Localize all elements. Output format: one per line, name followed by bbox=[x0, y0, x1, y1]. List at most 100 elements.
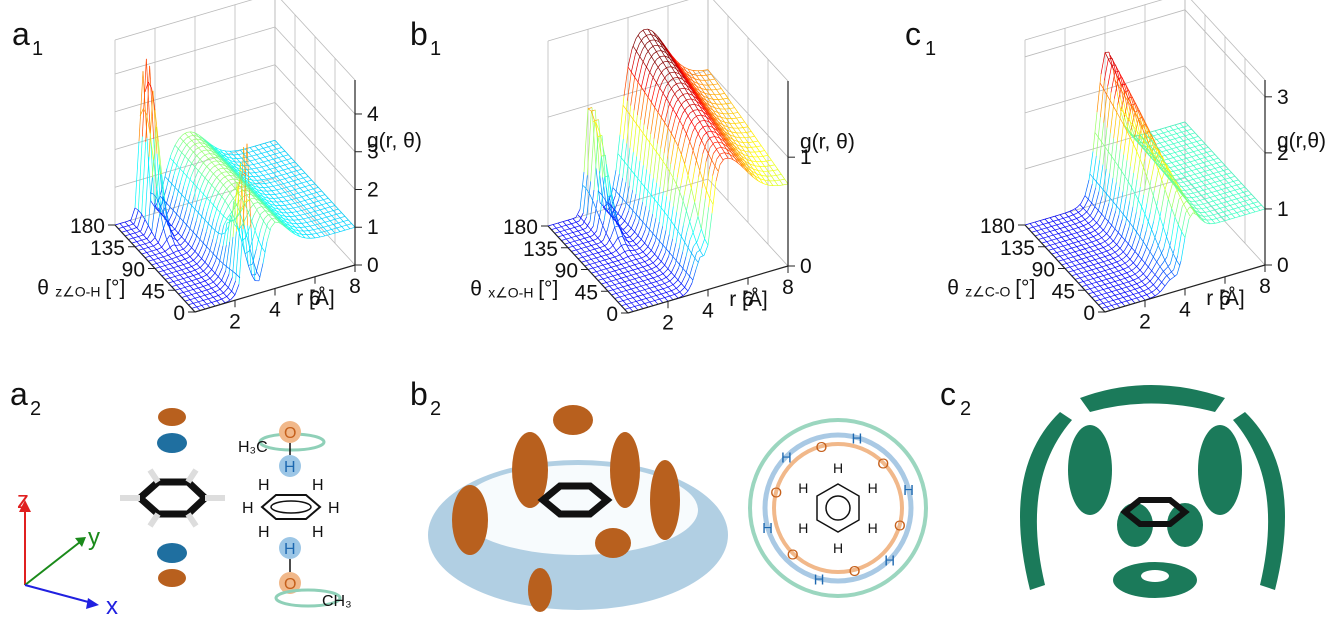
mesh-line bbox=[140, 245, 143, 249]
mesh-line bbox=[185, 150, 189, 156]
mesh-line bbox=[661, 298, 665, 299]
panel-label: b bbox=[410, 16, 428, 52]
mesh-line bbox=[1154, 170, 1158, 190]
mesh-line bbox=[665, 256, 669, 265]
mesh-line bbox=[675, 139, 678, 146]
mesh-line bbox=[1113, 287, 1116, 291]
mesh-line bbox=[275, 167, 279, 168]
mesh-line bbox=[217, 286, 220, 290]
mesh-line bbox=[208, 298, 212, 299]
mesh-line bbox=[573, 219, 576, 223]
mesh-line bbox=[232, 291, 235, 295]
mesh-line bbox=[631, 260, 635, 261]
mesh-line bbox=[175, 139, 179, 145]
mesh-line bbox=[1097, 74, 1101, 112]
mesh-line bbox=[1101, 52, 1105, 74]
mesh-line bbox=[703, 127, 706, 132]
mesh-line bbox=[768, 171, 771, 176]
mesh-line bbox=[655, 200, 658, 204]
mesh-line bbox=[285, 192, 288, 196]
mesh-line bbox=[295, 215, 299, 216]
mesh-line bbox=[220, 181, 223, 185]
mesh-line bbox=[174, 149, 178, 159]
mesh-line bbox=[1188, 157, 1192, 158]
mesh-line bbox=[1130, 276, 1133, 280]
mesh-line bbox=[300, 215, 303, 219]
mesh-line bbox=[683, 269, 686, 273]
mesh-line bbox=[200, 297, 203, 301]
mesh-line bbox=[592, 108, 596, 169]
figure: a101234045901351802468g(r, θ)r [Å]θz∠O-H… bbox=[0, 0, 1337, 621]
mesh-line bbox=[680, 265, 683, 269]
mesh-line bbox=[591, 244, 595, 245]
mesh-line bbox=[1164, 131, 1168, 132]
mesh-line bbox=[634, 82, 638, 110]
mesh-line bbox=[658, 249, 662, 258]
mesh-line bbox=[285, 178, 289, 179]
mesh-line bbox=[584, 242, 588, 243]
mesh-line bbox=[245, 161, 249, 162]
mesh-line bbox=[1073, 229, 1076, 233]
mesh-line bbox=[298, 166, 301, 170]
surface-plot: b101045901351802468g(r, θ)r [Å]θx∠O-H[°] bbox=[410, 0, 855, 334]
mesh-line bbox=[613, 262, 616, 266]
mesh-line bbox=[1061, 241, 1065, 242]
mesh-line bbox=[1108, 65, 1112, 86]
mesh-line bbox=[1107, 251, 1110, 255]
mesh-line bbox=[577, 235, 581, 236]
mesh-line bbox=[202, 250, 206, 259]
mesh-line bbox=[1107, 307, 1110, 311]
mesh-line bbox=[315, 184, 318, 188]
mesh-line bbox=[1144, 267, 1148, 273]
mesh-line bbox=[217, 209, 220, 213]
mesh-line bbox=[1097, 223, 1100, 227]
mesh-line bbox=[213, 282, 216, 286]
mesh-line bbox=[201, 295, 205, 296]
mesh-line bbox=[1111, 229, 1115, 236]
mesh-line bbox=[1112, 292, 1115, 296]
mesh-line bbox=[290, 177, 293, 181]
mesh-line bbox=[1108, 302, 1111, 306]
mesh-line bbox=[130, 234, 133, 238]
mesh-line bbox=[568, 234, 571, 238]
mesh-line bbox=[591, 121, 595, 181]
mesh-line bbox=[638, 267, 642, 268]
mesh-line bbox=[1110, 255, 1113, 259]
mesh-line bbox=[1098, 276, 1102, 277]
mesh-line bbox=[1043, 238, 1046, 242]
mesh-line bbox=[1177, 261, 1181, 275]
mesh-line bbox=[231, 295, 235, 300]
mesh-line bbox=[170, 247, 173, 252]
mesh-line bbox=[198, 171, 201, 175]
mesh-line bbox=[248, 264, 252, 265]
mesh-line bbox=[178, 191, 181, 195]
mesh-line bbox=[1164, 199, 1168, 222]
mesh-line bbox=[278, 171, 281, 175]
mesh-line bbox=[282, 147, 285, 151]
mesh-line bbox=[717, 147, 721, 148]
mesh-line bbox=[300, 227, 303, 231]
mesh-line bbox=[1178, 146, 1182, 147]
mesh-line bbox=[775, 181, 778, 186]
mesh-line bbox=[631, 218, 635, 228]
mesh-line bbox=[302, 223, 305, 227]
mesh-line bbox=[664, 269, 668, 273]
mesh-line bbox=[205, 294, 209, 295]
mesh-line bbox=[621, 252, 625, 255]
mesh-line bbox=[696, 257, 700, 269]
mesh-line bbox=[301, 200, 305, 201]
mesh-line bbox=[1094, 277, 1098, 278]
mesh-line bbox=[1084, 238, 1088, 239]
mesh-line bbox=[676, 261, 679, 265]
mesh-line bbox=[587, 181, 591, 217]
mesh-line bbox=[681, 284, 684, 288]
mesh-line bbox=[685, 164, 688, 175]
mesh-line bbox=[292, 212, 296, 213]
mesh-line bbox=[257, 155, 260, 159]
mesh-line bbox=[275, 181, 278, 185]
r-tick-label: 8 bbox=[349, 275, 361, 298]
mesh-line bbox=[190, 272, 193, 276]
mesh-line bbox=[1095, 272, 1099, 273]
mesh-line bbox=[151, 238, 155, 242]
mesh-line bbox=[683, 127, 686, 134]
